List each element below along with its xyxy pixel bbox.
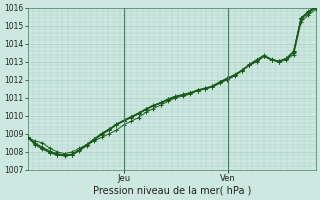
X-axis label: Pression niveau de la mer( hPa ): Pression niveau de la mer( hPa ): [92, 186, 251, 196]
